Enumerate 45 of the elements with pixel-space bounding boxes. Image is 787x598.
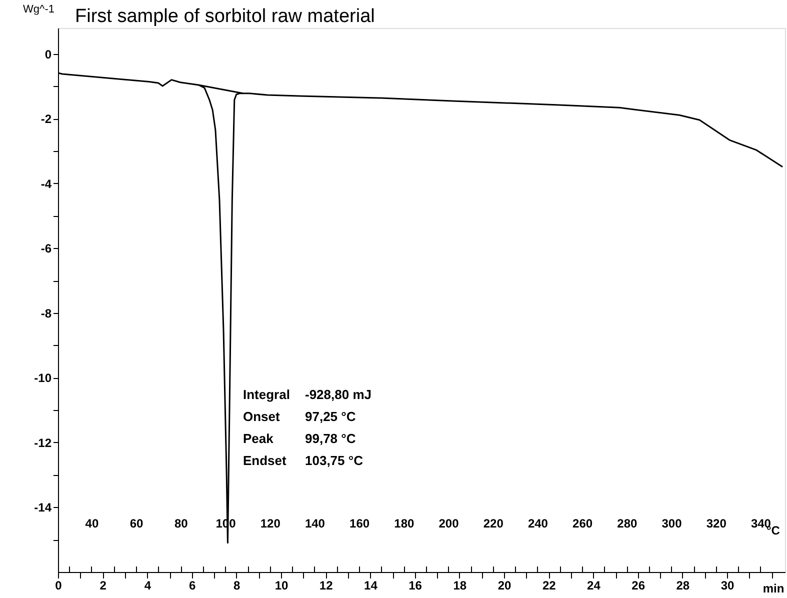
x-tick-label: 28 [676,578,690,592]
text: Integral -928,80 mJ [243,387,372,402]
x-tick-label: 20 [498,578,512,592]
x-tick-label: 14 [364,578,378,592]
x2-tick-label: 240 [528,516,548,530]
x2-tick-label: 120 [260,516,281,530]
x-tick-label: 26 [632,578,646,592]
x2-tick-label: 320 [706,516,727,530]
x-tick-label: 6 [188,578,196,592]
x-tick-label: 0 [55,578,62,592]
y-tick-label: -14 [34,500,52,515]
text: Endset 103,75 °C [243,453,363,468]
x2-tick-label: 200 [438,516,460,530]
x-tick-label: 12 [319,578,334,592]
x2-tick-label: 180 [394,516,414,530]
x-tick-label: 30 [720,578,735,592]
x-tick-label: 18 [453,578,467,592]
x2-tick-label: 260 [572,516,593,530]
x-tick-label: 22 [542,578,556,592]
y-tick-label: -4 [40,176,52,191]
x-tick-label: 10 [274,578,288,592]
x-tick-label: 2 [100,578,107,592]
x-tick-label: 24 [587,578,601,592]
x2-tick-label: 160 [350,516,370,530]
x2-tick-label: 280 [617,516,638,530]
y-tick-label: -10 [34,371,52,386]
x-tick-label: 4 [144,578,152,592]
x2-tick-label: 220 [483,516,504,530]
text: Onset 97,25 °C [243,409,356,424]
x2-tick-label: 80 [174,516,188,530]
x-axis-title: min [762,582,784,596]
y-tick-label: -2 [40,112,52,126]
y-tick-label: 0 [44,47,52,62]
x2-tick-label: 40 [85,516,99,530]
x-tick-label: 8 [234,578,241,592]
x2-tick-label: 60 [130,516,144,530]
x2-tick-label: 140 [304,516,326,530]
x2-tick-label: 300 [662,516,682,530]
x-tick-label: 16 [408,578,422,592]
y-tick-label: -12 [34,436,52,450]
y-axis-title: Wg^-1 [23,4,54,16]
text: Peak 99,78 °C [243,431,356,446]
chart-title: First sample of sorbitol raw material [75,6,375,27]
y-tick-label: -6 [40,242,52,256]
y-tick-label: -8 [40,306,52,320]
